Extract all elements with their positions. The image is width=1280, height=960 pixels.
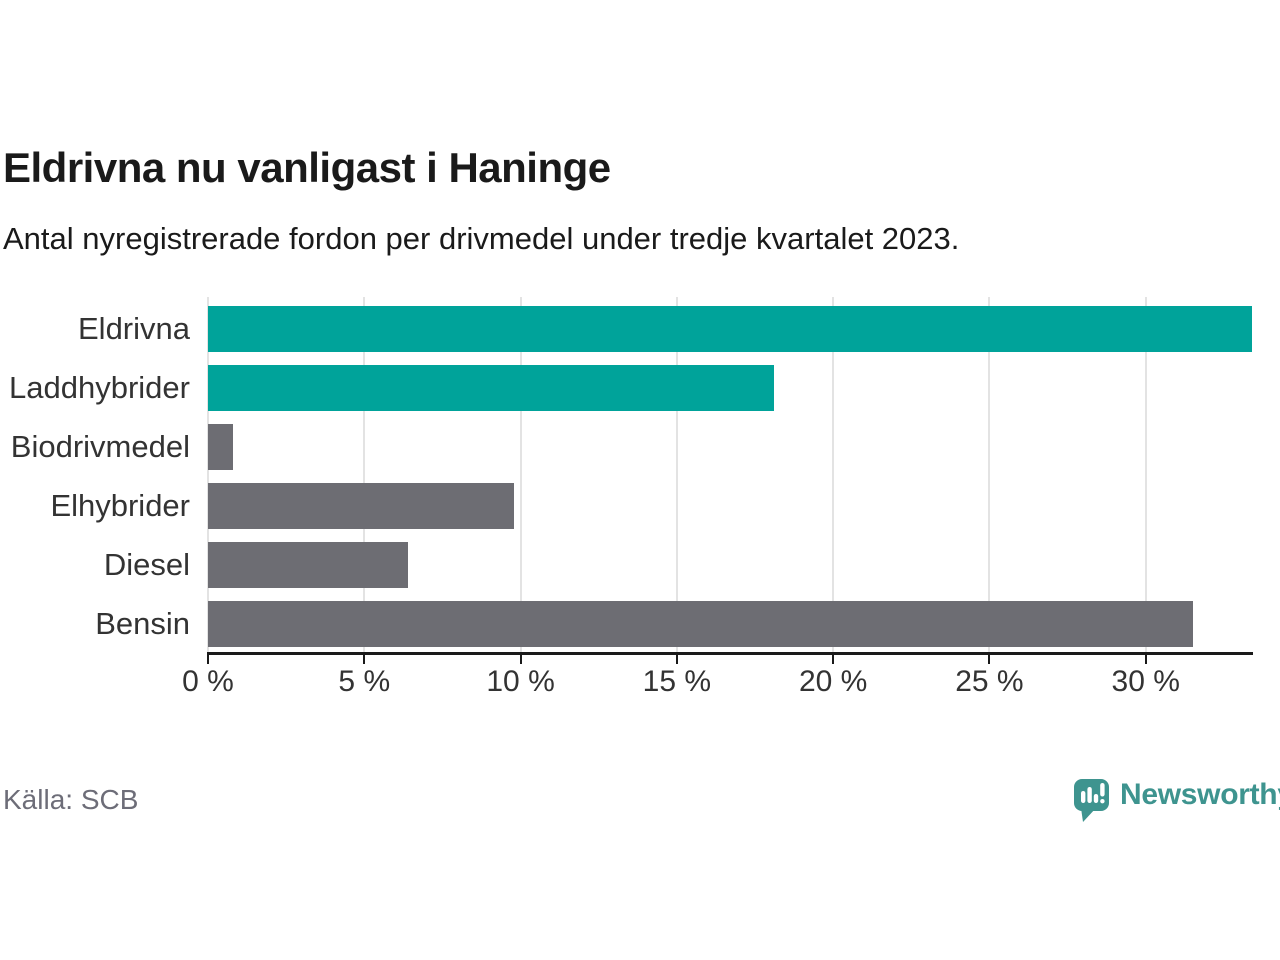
x-axis-tick-30 xyxy=(1144,655,1147,664)
chart-title: Eldrivna nu vanligast i Haninge xyxy=(3,144,611,191)
x-axis-tick-0 xyxy=(207,655,209,664)
bar-diesel xyxy=(208,542,409,588)
newsworthy-logo: Newsworthy xyxy=(1071,776,1280,826)
gridline-30pct xyxy=(1144,297,1147,652)
bar-laddhybrider xyxy=(208,365,774,411)
gridline-0pct xyxy=(207,297,209,652)
x-axis-tick-label-25: 25 % xyxy=(955,665,1024,698)
x-axis-tick-labels: 0 % 5 % 10 % 15 % 20 % 25 % 30 % xyxy=(182,665,1252,705)
source-note: Källa: SCB xyxy=(3,784,139,815)
gridline-25pct xyxy=(988,297,991,652)
x-axis-tick-20 xyxy=(832,655,835,664)
bar-bensin xyxy=(208,601,1193,647)
plot-area xyxy=(207,297,1252,652)
gridline-20pct xyxy=(832,297,835,652)
gridline-15pct xyxy=(675,297,678,652)
y-axis-label-elhybrider: Elhybrider xyxy=(50,488,190,523)
x-axis-tick-label-5: 5 % xyxy=(338,665,391,698)
bar-elhybrider xyxy=(208,483,515,529)
y-axis-label-eldrivna: Eldrivna xyxy=(78,311,190,346)
y-axis-label-diesel: Diesel xyxy=(103,547,190,582)
x-axis-ticks xyxy=(207,655,1252,664)
y-axis-labels: Eldrivna Laddhybrider Biodrivmedel Elhybrid… xyxy=(0,297,190,652)
bar-eldrivna xyxy=(208,306,1252,352)
newsworthy-logo-icon xyxy=(1074,779,1109,822)
x-axis-tick-5 xyxy=(363,655,366,664)
x-axis-tick-25 xyxy=(988,655,991,664)
y-axis-label-laddhybrider: Laddhybrider xyxy=(9,370,190,405)
bar-biodrivmedel xyxy=(208,424,233,470)
x-axis-tick-10 xyxy=(519,655,522,664)
x-axis-tick-label-20: 20 % xyxy=(798,665,868,698)
x-axis-tick-label-30: 30 % xyxy=(1111,665,1180,698)
gridline-10pct xyxy=(519,297,522,652)
x-axis-line xyxy=(207,652,1253,655)
x-axis-tick-label-15: 15 % xyxy=(642,665,712,698)
chart-subtitle: Antal nyregistrerade fordon per drivmede… xyxy=(3,221,960,256)
newsworthy-wordmark: Newsworthy xyxy=(1120,778,1280,811)
y-axis-label-bensin: Bensin xyxy=(95,606,190,641)
x-axis-tick-label-0: 0 % xyxy=(182,665,234,698)
x-axis-tick-label-10: 10 % xyxy=(486,665,555,698)
x-axis-tick-15 xyxy=(675,655,678,664)
y-axis-label-biodrivmedel: Biodrivmedel xyxy=(10,429,190,464)
gridline-5pct xyxy=(363,297,366,652)
